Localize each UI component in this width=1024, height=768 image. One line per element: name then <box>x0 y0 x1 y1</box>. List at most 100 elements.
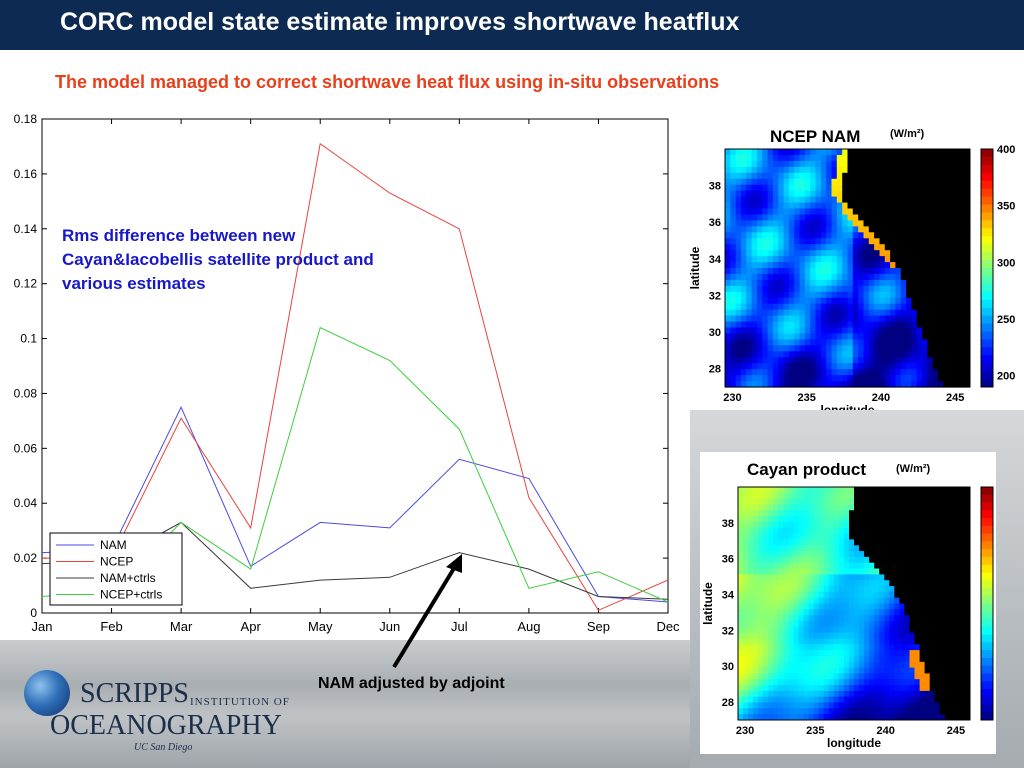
heatmap-cell <box>778 220 785 227</box>
heatmap-cell <box>911 339 918 346</box>
heatmap-cell <box>900 190 907 198</box>
heatmap-cell <box>954 533 961 540</box>
heatmap-cell <box>959 363 966 370</box>
heatmap-cell <box>842 250 848 257</box>
heatmap-cell <box>858 160 864 168</box>
heatmap-cell <box>763 568 769 575</box>
heatmap-cell <box>743 702 749 709</box>
heatmap-cell <box>763 690 769 698</box>
heatmap-cell <box>916 321 923 329</box>
heatmap-cell <box>922 155 928 162</box>
heatmap-cell <box>758 667 764 674</box>
heatmap-cell <box>798 644 804 651</box>
heatmap-cell <box>884 339 891 346</box>
heatmap-cell <box>879 226 886 233</box>
heatmap-cell <box>810 291 816 299</box>
heatmap-cell <box>854 522 860 529</box>
heatmap-cell <box>959 232 966 239</box>
heatmap-cell <box>804 202 811 210</box>
heatmap-cell <box>944 626 951 634</box>
heatmap-cell <box>826 369 832 376</box>
heatmap-cell <box>778 351 785 358</box>
heatmap-cell <box>778 574 784 581</box>
heatmap-cell <box>948 321 955 329</box>
heatmap-cell <box>899 603 905 610</box>
heatmap-cell <box>879 632 885 639</box>
heatmap-cell <box>914 615 920 622</box>
heatmap-cell <box>778 586 784 593</box>
heatmap-cell <box>906 155 912 162</box>
heatmap-cell <box>929 615 936 622</box>
heatmap-cell <box>884 556 890 564</box>
heatmap-cell <box>948 262 955 269</box>
heatmap-cell <box>741 166 747 174</box>
heatmap-cell <box>808 615 815 622</box>
heatmap-cell <box>735 149 742 156</box>
heatmap-cell <box>919 527 926 535</box>
heatmap-cell <box>833 586 840 593</box>
heatmap-cell <box>778 333 785 340</box>
heatmap-cell <box>938 333 944 340</box>
heatmap-cell <box>842 196 848 204</box>
heatmap-cell <box>836 155 843 162</box>
heatmap-cell <box>815 262 822 269</box>
heatmap-cell <box>783 568 789 575</box>
heatmap-cell <box>758 696 764 703</box>
heatmap-cell <box>919 545 926 552</box>
heatmap-cell <box>826 333 832 340</box>
heatmap-cell <box>948 155 955 162</box>
heatmap-cell <box>869 504 875 511</box>
heatmap-cell <box>763 551 769 558</box>
heatmap-cell <box>804 214 811 221</box>
heatmap-cell <box>836 220 843 227</box>
heatmap-cell <box>879 504 885 511</box>
heatmap-cell <box>831 220 838 227</box>
heatmap-cell <box>914 690 920 698</box>
heatmap-cell <box>849 539 855 546</box>
heatmap-cell <box>803 661 810 669</box>
heatmap-cell <box>799 160 806 168</box>
heatmap-cell <box>868 166 875 174</box>
heatmap-cell <box>858 369 864 376</box>
heatmap-cell <box>778 315 785 323</box>
heatmap-cell <box>959 545 966 552</box>
heatmap-cell <box>757 381 763 388</box>
heatmap-cell <box>804 291 811 299</box>
heatmap-cell <box>919 533 926 540</box>
heatmap-cell <box>964 149 971 156</box>
heatmap-cell <box>874 603 880 610</box>
heatmap-cell <box>929 522 936 529</box>
heatmap-cell <box>964 226 971 233</box>
heatmap-cell <box>906 285 912 293</box>
heatmap-cell <box>884 345 891 352</box>
map-y-tick-label: 34 <box>709 254 722 266</box>
cayan-heatmap: 400350300250200230235240245383634323028l… <box>701 486 994 750</box>
heatmap-cell <box>884 369 891 376</box>
y-tick-label: 0.18 <box>14 112 38 126</box>
heatmap-cell <box>852 369 859 376</box>
heatmap-cell <box>763 603 769 610</box>
heatmap-cell <box>895 262 902 269</box>
heatmap-cell <box>948 172 955 180</box>
heatmap-cell <box>911 232 918 239</box>
heatmap-cell <box>753 580 759 587</box>
heatmap-cell <box>847 315 854 323</box>
heatmap-cell <box>884 626 890 634</box>
heatmap-cell <box>783 244 790 251</box>
heatmap-cell <box>909 690 915 698</box>
heatmap-cell <box>959 510 966 517</box>
heatmap-cell <box>948 369 955 376</box>
heatmap-cell <box>879 190 886 198</box>
heatmap-cell <box>773 626 779 634</box>
heatmap-cell <box>932 149 939 156</box>
heatmap-cell <box>899 539 905 546</box>
heatmap-cell <box>849 615 855 622</box>
heatmap-cell <box>849 714 855 721</box>
heatmap-cell <box>859 545 865 552</box>
heatmap-cell <box>884 638 890 645</box>
heatmap-cell <box>826 381 832 388</box>
heatmap-cell <box>815 339 822 346</box>
heatmap-cell <box>818 568 825 575</box>
heatmap-cell <box>748 685 754 692</box>
heatmap-cell <box>932 369 939 376</box>
